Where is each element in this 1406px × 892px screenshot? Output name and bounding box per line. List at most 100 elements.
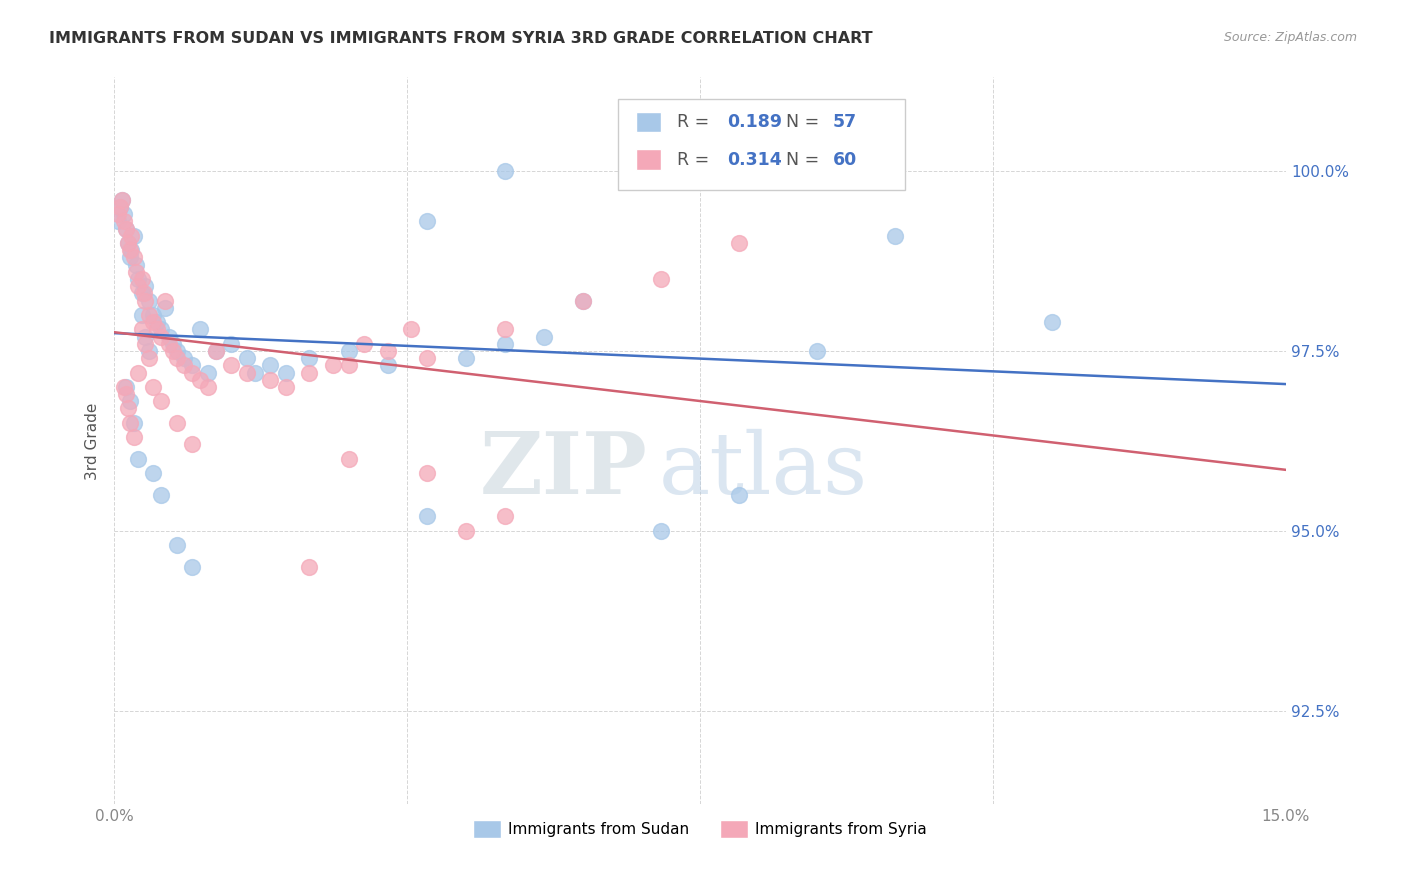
Text: N =: N =: [786, 151, 824, 169]
Point: [112, 214, 135, 228]
Point: [120, 228, 142, 243]
Point: [115, 387, 138, 401]
Point: [806, 343, 828, 358]
Point: [572, 293, 595, 308]
Point: [134, 329, 156, 343]
Point: [125, 258, 148, 272]
Point: [118, 243, 141, 257]
Text: IMMIGRANTS FROM SUDAN VS IMMIGRANTS FROM SYRIA 3RD GRADE CORRELATION CHART: IMMIGRANTS FROM SUDAN VS IMMIGRANTS FROM…: [49, 31, 873, 46]
Point: [111, 193, 134, 207]
Point: [274, 380, 297, 394]
Point: [494, 509, 516, 524]
Point: [166, 351, 188, 365]
Point: [157, 336, 180, 351]
Point: [415, 214, 437, 228]
Point: [162, 343, 184, 358]
Point: [150, 394, 173, 409]
Text: ZIP: ZIP: [479, 428, 647, 512]
Legend: Immigrants from Sudan, Immigrants from Syria: Immigrants from Sudan, Immigrants from S…: [467, 814, 934, 844]
Point: [166, 538, 188, 552]
Point: [650, 272, 672, 286]
Point: [127, 272, 149, 286]
Point: [134, 293, 156, 308]
Point: [132, 286, 155, 301]
Point: [377, 343, 399, 358]
Text: 0.314: 0.314: [727, 151, 782, 169]
Point: [117, 235, 139, 250]
Point: [107, 214, 129, 228]
Point: [153, 293, 176, 308]
Point: [197, 380, 219, 394]
Point: [533, 329, 555, 343]
Point: [221, 359, 243, 373]
Point: [131, 272, 153, 286]
Point: [188, 322, 211, 336]
Point: [115, 221, 138, 235]
Point: [494, 164, 516, 178]
Point: [204, 343, 226, 358]
Point: [298, 559, 321, 574]
Point: [138, 343, 160, 358]
Point: [353, 336, 375, 351]
Point: [111, 193, 134, 207]
Point: [454, 351, 477, 365]
Point: [122, 251, 145, 265]
Point: [173, 351, 195, 365]
Point: [125, 265, 148, 279]
Point: [166, 416, 188, 430]
Point: [127, 451, 149, 466]
Point: [138, 308, 160, 322]
Point: [117, 235, 139, 250]
Point: [131, 322, 153, 336]
Point: [142, 380, 165, 394]
Y-axis label: 3rd Grade: 3rd Grade: [86, 402, 100, 480]
Text: 60: 60: [832, 151, 856, 169]
Point: [131, 308, 153, 322]
Point: [259, 373, 281, 387]
Point: [236, 366, 259, 380]
Point: [150, 329, 173, 343]
Point: [399, 322, 422, 336]
Point: [274, 366, 297, 380]
Point: [377, 359, 399, 373]
Point: [134, 336, 156, 351]
Point: [197, 366, 219, 380]
Point: [127, 366, 149, 380]
Point: [118, 394, 141, 409]
Point: [415, 509, 437, 524]
Point: [173, 359, 195, 373]
Point: [146, 322, 169, 336]
Point: [188, 373, 211, 387]
Point: [138, 351, 160, 365]
Point: [494, 336, 516, 351]
Point: [112, 380, 135, 394]
Point: [157, 329, 180, 343]
Point: [127, 279, 149, 293]
Bar: [636, 149, 661, 169]
Point: [181, 366, 204, 380]
Point: [131, 286, 153, 301]
Point: [122, 228, 145, 243]
Point: [142, 308, 165, 322]
Point: [166, 343, 188, 358]
Point: [107, 207, 129, 221]
Point: [415, 351, 437, 365]
Point: [181, 359, 204, 373]
Point: [337, 451, 360, 466]
Point: [650, 524, 672, 538]
Point: [415, 467, 437, 481]
Point: [134, 279, 156, 293]
Point: [494, 322, 516, 336]
Text: 0.189: 0.189: [727, 112, 782, 131]
Point: [221, 336, 243, 351]
Text: Source: ZipAtlas.com: Source: ZipAtlas.com: [1223, 31, 1357, 45]
Point: [572, 293, 595, 308]
Text: 57: 57: [832, 112, 856, 131]
Point: [142, 467, 165, 481]
Point: [122, 416, 145, 430]
Point: [337, 359, 360, 373]
Text: R =: R =: [676, 151, 714, 169]
Point: [138, 293, 160, 308]
Point: [259, 359, 281, 373]
Point: [142, 315, 165, 329]
